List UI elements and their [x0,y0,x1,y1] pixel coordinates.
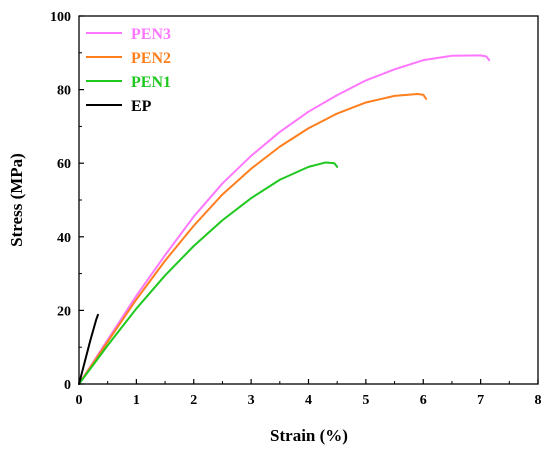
y-tick-label: 100 [50,10,71,25]
legend-label-ep: EP [131,98,152,115]
legend-label-pen1: PEN1 [131,74,171,91]
x-tick-label: 1 [133,393,140,408]
series-line-pen3 [78,54,491,385]
legend-label-pen3: PEN3 [131,26,171,43]
plot-frame [78,15,539,385]
x-tick-label: 7 [477,393,484,408]
y-tick-label: 20 [57,304,71,319]
x-tick-label: 5 [362,393,369,408]
series-line-pen1 [78,161,339,385]
series-line-pen2 [78,93,428,385]
x-axis-title: Strain (%) [270,426,348,445]
legend: PEN3 PEN2 PEN1 EP [86,26,171,115]
y-tick-label: 40 [57,231,71,246]
x-tick-label: 6 [420,393,427,408]
series-line-ep [78,313,99,385]
legend-label-pen2: PEN2 [131,50,171,67]
y-tick-label: 60 [57,157,71,172]
plot-area [78,54,491,385]
x-tick-label: 2 [190,393,197,408]
x-tick-label: 3 [248,393,255,408]
y-tick-label: 0 [64,378,71,393]
x-tick-label: 0 [76,393,83,408]
y-tick-label: 80 [57,84,71,99]
x-tick-label: 4 [305,393,312,408]
x-tick-label: 8 [535,393,542,408]
y-axis-title: Stress (MPa) [7,153,26,247]
